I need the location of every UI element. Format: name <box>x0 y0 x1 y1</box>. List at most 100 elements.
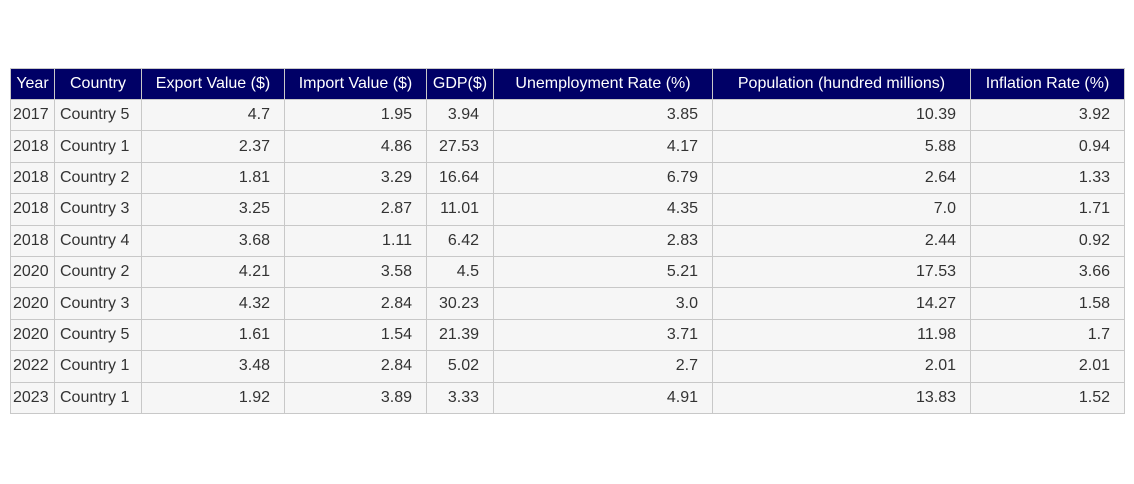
unemployment-rate-cell: 2.83 <box>493 224 713 257</box>
inflation-rate-cell: 3.66 <box>970 255 1125 289</box>
export-value-cell: 3.25 <box>141 193 285 226</box>
export-value-cell: 4.32 <box>141 287 285 320</box>
country-cell: Country 5 <box>54 318 142 352</box>
country-cell: Country 1 <box>54 350 142 383</box>
gdp-cell: 21.39 <box>426 318 494 352</box>
year-cell: 2018 <box>10 224 55 257</box>
import-value-cell: 4.86 <box>284 130 427 163</box>
table-row: 2020 Country 3 4.32 2.84 30.23 3.0 14.27 1.58 <box>10 287 1125 320</box>
import-value-cell: 3.29 <box>284 161 427 195</box>
unemployment-rate-cell: 4.35 <box>493 193 713 226</box>
year-cell: 2020 <box>10 318 55 352</box>
unemployment-rate-cell: 3.0 <box>493 287 713 320</box>
table-body: 2017 Country 5 4.7 1.95 3.94 3.85 10.39 3.92 201… <box>10 98 1125 414</box>
year-cell: 2020 <box>10 287 55 320</box>
table-row: 2022 Country 1 3.48 2.84 5.02 2.7 2.01 2.01 <box>10 350 1125 383</box>
population-cell: 7.0 <box>712 193 971 226</box>
country-cell: Country 5 <box>54 98 142 132</box>
gdp-cell: 5.02 <box>426 350 494 383</box>
inflation-rate-cell: 3.92 <box>970 98 1125 132</box>
inflation-rate-cell: 1.52 <box>970 381 1125 414</box>
import-value-cell: 3.89 <box>284 381 427 414</box>
import-value-cell: 1.54 <box>284 318 427 352</box>
column-header-inflation-rate: Inflation Rate (%) <box>970 68 1125 100</box>
unemployment-rate-cell: 4.91 <box>493 381 713 414</box>
population-cell: 2.44 <box>712 224 971 257</box>
import-value-cell: 1.11 <box>284 224 427 257</box>
data-table: Year Country Export Value ($) Import Val… <box>10 68 1125 414</box>
column-header-gdp: GDP($) <box>426 68 494 100</box>
population-cell: 14.27 <box>712 287 971 320</box>
country-cell: Country 2 <box>54 161 142 195</box>
unemployment-rate-cell: 3.85 <box>493 98 713 132</box>
table-row: 2020 Country 5 1.61 1.54 21.39 3.71 11.98 1.7 <box>10 318 1125 352</box>
import-value-cell: 1.95 <box>284 98 427 132</box>
gdp-cell: 11.01 <box>426 193 494 226</box>
inflation-rate-cell: 2.01 <box>970 350 1125 383</box>
inflation-rate-cell: 0.94 <box>970 130 1125 163</box>
year-cell: 2022 <box>10 350 55 383</box>
gdp-cell: 3.94 <box>426 98 494 132</box>
population-cell: 5.88 <box>712 130 971 163</box>
gdp-cell: 3.33 <box>426 381 494 414</box>
table-row: 2020 Country 2 4.21 3.58 4.5 5.21 17.53 3.66 <box>10 255 1125 289</box>
import-value-cell: 3.58 <box>284 255 427 289</box>
country-cell: Country 4 <box>54 224 142 257</box>
year-cell: 2018 <box>10 193 55 226</box>
column-header-year: Year <box>10 68 55 100</box>
gdp-cell: 4.5 <box>426 255 494 289</box>
export-value-cell: 4.7 <box>141 98 285 132</box>
country-cell: Country 2 <box>54 255 142 289</box>
export-value-cell: 3.48 <box>141 350 285 383</box>
year-cell: 2023 <box>10 381 55 414</box>
population-cell: 10.39 <box>712 98 971 132</box>
table-row: 2018 Country 3 3.25 2.87 11.01 4.35 7.0 1.71 <box>10 193 1125 226</box>
unemployment-rate-cell: 5.21 <box>493 255 713 289</box>
export-value-cell: 4.21 <box>141 255 285 289</box>
country-cell: Country 3 <box>54 193 142 226</box>
import-value-cell: 2.84 <box>284 350 427 383</box>
population-cell: 2.01 <box>712 350 971 383</box>
export-value-cell: 1.61 <box>141 318 285 352</box>
header-row: Year Country Export Value ($) Import Val… <box>10 68 1125 100</box>
inflation-rate-cell: 1.58 <box>970 287 1125 320</box>
unemployment-rate-cell: 6.79 <box>493 161 713 195</box>
table-row: 2018 Country 4 3.68 1.11 6.42 2.83 2.44 0.92 <box>10 224 1125 257</box>
unemployment-rate-cell: 4.17 <box>493 130 713 163</box>
inflation-rate-cell: 1.7 <box>970 318 1125 352</box>
gdp-cell: 6.42 <box>426 224 494 257</box>
country-cell: Country 1 <box>54 130 142 163</box>
inflation-rate-cell: 1.33 <box>970 161 1125 195</box>
country-cell: Country 3 <box>54 287 142 320</box>
table-row: 2018 Country 1 2.37 4.86 27.53 4.17 5.88 0.94 <box>10 130 1125 163</box>
country-cell: Country 1 <box>54 381 142 414</box>
year-cell: 2020 <box>10 255 55 289</box>
export-value-cell: 1.92 <box>141 381 285 414</box>
unemployment-rate-cell: 3.71 <box>493 318 713 352</box>
table-row: 2017 Country 5 4.7 1.95 3.94 3.85 10.39 3.92 <box>10 98 1125 132</box>
export-value-cell: 1.81 <box>141 161 285 195</box>
population-cell: 13.83 <box>712 381 971 414</box>
year-cell: 2017 <box>10 98 55 132</box>
column-header-population: Population (hundred millions) <box>712 68 971 100</box>
inflation-rate-cell: 1.71 <box>970 193 1125 226</box>
gdp-cell: 27.53 <box>426 130 494 163</box>
column-header-unemployment-rate: Unemployment Rate (%) <box>493 68 713 100</box>
inflation-rate-cell: 0.92 <box>970 224 1125 257</box>
population-cell: 2.64 <box>712 161 971 195</box>
import-value-cell: 2.87 <box>284 193 427 226</box>
column-header-export-value: Export Value ($) <box>141 68 285 100</box>
unemployment-rate-cell: 2.7 <box>493 350 713 383</box>
table-row: 2023 Country 1 1.92 3.89 3.33 4.91 13.83 1.52 <box>10 381 1125 414</box>
year-cell: 2018 <box>10 161 55 195</box>
data-table-container: Year Country Export Value ($) Import Val… <box>10 68 1125 414</box>
column-header-country: Country <box>54 68 142 100</box>
export-value-cell: 3.68 <box>141 224 285 257</box>
gdp-cell: 16.64 <box>426 161 494 195</box>
column-header-import-value: Import Value ($) <box>284 68 427 100</box>
gdp-cell: 30.23 <box>426 287 494 320</box>
export-value-cell: 2.37 <box>141 130 285 163</box>
population-cell: 17.53 <box>712 255 971 289</box>
year-cell: 2018 <box>10 130 55 163</box>
table-row: 2018 Country 2 1.81 3.29 16.64 6.79 2.64 1.33 <box>10 161 1125 195</box>
